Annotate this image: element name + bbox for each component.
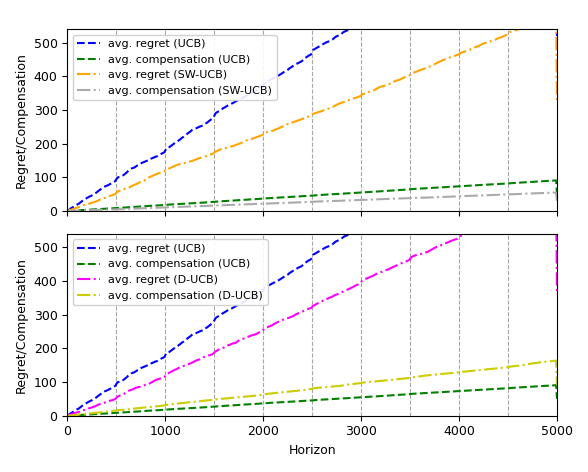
avg. compensation (UCB) bbox=[402, 187, 409, 193]
avg. regret (UCB) bbox=[522, 114, 529, 119]
avg. compensation (UCB) bbox=[159, 407, 166, 413]
avg. compensation (UCB) bbox=[64, 208, 71, 214]
avg. regret (D-UCB) bbox=[505, 211, 512, 217]
avg. regret (SW-UCB) bbox=[505, 30, 512, 35]
avg. regret (UCB) bbox=[553, 238, 560, 244]
avg. compensation (UCB) bbox=[159, 202, 166, 208]
avg. regret (D-UCB) bbox=[553, 193, 560, 198]
avg. regret (UCB) bbox=[505, 123, 512, 129]
Line: avg. compensation (SW-UCB): avg. compensation (SW-UCB) bbox=[67, 193, 557, 211]
Line: avg. compensation (UCB): avg. compensation (UCB) bbox=[67, 385, 557, 416]
avg. regret (UCB) bbox=[159, 355, 166, 361]
avg. compensation (UCB) bbox=[518, 385, 525, 390]
avg. regret (SW-UCB) bbox=[64, 208, 71, 214]
avg. compensation (D-UCB) bbox=[505, 364, 512, 370]
avg. compensation (UCB) bbox=[553, 382, 560, 388]
avg. regret (UCB) bbox=[553, 33, 560, 39]
Line: avg. compensation (D-UCB): avg. compensation (D-UCB) bbox=[67, 361, 557, 416]
avg. compensation (SW-UCB) bbox=[522, 191, 529, 196]
avg. compensation (D-UCB) bbox=[300, 388, 308, 393]
avg. compensation (UCB) bbox=[522, 179, 529, 185]
avg. regret (SW-UCB) bbox=[553, 101, 560, 106]
avg. regret (D-UCB) bbox=[64, 413, 71, 419]
avg. compensation (D-UCB) bbox=[553, 383, 560, 388]
avg. regret (UCB) bbox=[64, 208, 71, 214]
avg. regret (D-UCB) bbox=[159, 375, 166, 380]
avg. regret (SW-UCB) bbox=[518, 25, 525, 31]
avg. compensation (UCB) bbox=[553, 177, 560, 183]
avg. regret (SW-UCB) bbox=[522, 25, 529, 30]
avg. compensation (UCB) bbox=[522, 384, 529, 390]
avg. regret (UCB) bbox=[402, 190, 409, 196]
avg. compensation (SW-UCB) bbox=[553, 198, 560, 204]
Legend: avg. regret (UCB), avg. compensation (UCB), avg. regret (D-UCB), avg. compensati: avg. regret (UCB), avg. compensation (UC… bbox=[73, 239, 268, 305]
avg. regret (UCB) bbox=[64, 413, 71, 418]
avg. compensation (UCB) bbox=[553, 396, 560, 402]
Y-axis label: Regret/Compensation: Regret/Compensation bbox=[15, 257, 28, 393]
avg. compensation (UCB) bbox=[300, 193, 308, 199]
avg. compensation (SW-UCB) bbox=[64, 208, 71, 214]
avg. compensation (UCB) bbox=[505, 180, 512, 186]
avg. compensation (SW-UCB) bbox=[159, 205, 166, 211]
Line: avg. regret (D-UCB): avg. regret (D-UCB) bbox=[67, 195, 557, 416]
avg. compensation (SW-UCB) bbox=[505, 192, 512, 197]
Legend: avg. regret (UCB), avg. compensation (UCB), avg. regret (SW-UCB), avg. compensat: avg. regret (UCB), avg. compensation (UC… bbox=[73, 35, 277, 100]
avg. regret (D-UCB) bbox=[518, 208, 525, 213]
avg. compensation (D-UCB) bbox=[553, 358, 560, 363]
avg. compensation (D-UCB) bbox=[522, 362, 529, 368]
avg. regret (UCB) bbox=[300, 57, 308, 62]
Line: avg. regret (UCB): avg. regret (UCB) bbox=[67, 98, 557, 415]
avg. regret (SW-UCB) bbox=[402, 74, 409, 80]
avg. regret (D-UCB) bbox=[522, 207, 529, 212]
avg. regret (SW-UCB) bbox=[159, 169, 166, 175]
X-axis label: Horizon: Horizon bbox=[288, 444, 336, 457]
Line: avg. regret (SW-UCB): avg. regret (SW-UCB) bbox=[67, 15, 557, 211]
avg. regret (UCB) bbox=[518, 116, 525, 121]
Line: avg. regret (UCB): avg. regret (UCB) bbox=[67, 0, 557, 211]
avg. compensation (UCB) bbox=[402, 392, 409, 397]
avg. compensation (D-UCB) bbox=[64, 413, 71, 419]
avg. regret (UCB) bbox=[159, 150, 166, 156]
avg. compensation (D-UCB) bbox=[402, 376, 409, 381]
avg. compensation (UCB) bbox=[553, 191, 560, 197]
avg. regret (UCB) bbox=[553, 95, 560, 101]
avg. regret (D-UCB) bbox=[402, 259, 409, 264]
avg. compensation (D-UCB) bbox=[159, 403, 166, 408]
avg. compensation (D-UCB) bbox=[518, 362, 525, 368]
Line: avg. compensation (UCB): avg. compensation (UCB) bbox=[67, 180, 557, 211]
avg. compensation (SW-UCB) bbox=[402, 195, 409, 201]
avg. regret (SW-UCB) bbox=[300, 116, 308, 121]
avg. compensation (UCB) bbox=[300, 398, 308, 404]
avg. compensation (SW-UCB) bbox=[553, 190, 560, 195]
avg. regret (SW-UCB) bbox=[553, 12, 560, 18]
Y-axis label: Regret/Compensation: Regret/Compensation bbox=[15, 52, 28, 188]
avg. compensation (UCB) bbox=[64, 413, 71, 419]
avg. compensation (UCB) bbox=[518, 180, 525, 185]
avg. compensation (SW-UCB) bbox=[300, 199, 308, 205]
avg. compensation (UCB) bbox=[505, 385, 512, 391]
avg. regret (D-UCB) bbox=[553, 292, 560, 297]
avg. compensation (SW-UCB) bbox=[518, 191, 525, 197]
avg. regret (UCB) bbox=[300, 261, 308, 267]
avg. regret (D-UCB) bbox=[300, 308, 308, 314]
